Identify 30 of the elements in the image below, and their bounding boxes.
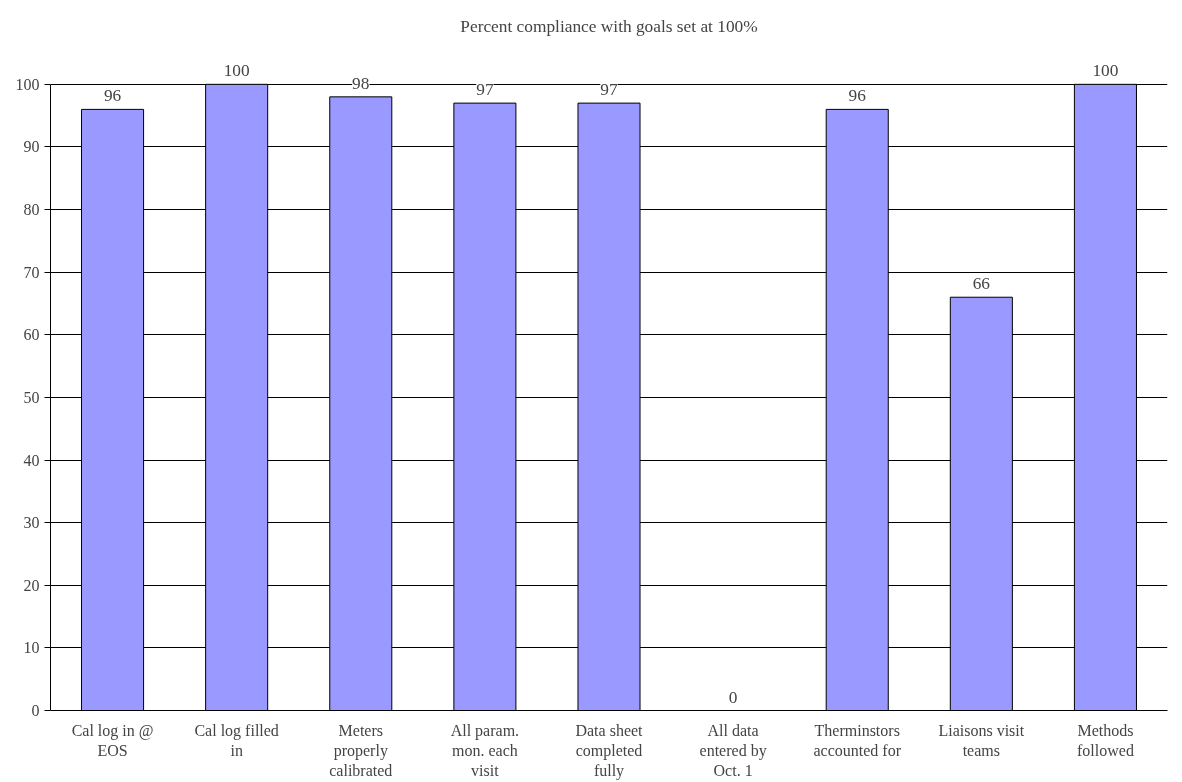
x-tick-label: Therminstors accounted for <box>813 721 902 759</box>
y-tick-label: 0 <box>31 702 40 719</box>
x-tick-label: All param. mon. each visit <box>450 721 520 780</box>
x-tick-label: Data sheet completed fully <box>575 721 644 781</box>
data-label: 100 <box>1092 61 1119 81</box>
y-tick-label: 50 <box>23 388 40 406</box>
x-tick-label: Cal log in @ EOS <box>71 721 154 759</box>
x-tick-label: Meters properly calibrated <box>329 721 393 780</box>
y-tick-label: 90 <box>23 138 40 156</box>
x-tick-label: Cal log filled in <box>194 721 279 759</box>
data-label: 96 <box>103 86 122 106</box>
data-label: 66 <box>972 274 991 294</box>
y-tick-label: 100 <box>15 75 40 93</box>
data-label: 98 <box>352 73 370 93</box>
y-tick-label: 80 <box>23 201 40 219</box>
chart-title: Percent compliance with goals set at 100% <box>460 16 758 36</box>
data-label: 100 <box>223 61 250 81</box>
data-label: 96 <box>848 86 867 106</box>
x-tick-label: Liaisons visit teams <box>938 721 1025 759</box>
y-tick-label: 40 <box>23 451 40 469</box>
y-tick-label: 60 <box>23 326 40 344</box>
data-label: 97 <box>600 80 618 100</box>
y-tick-label: 70 <box>23 263 40 281</box>
x-tick-label: Methods followed <box>1077 721 1134 759</box>
y-tick-label: 10 <box>23 639 40 657</box>
x-tick-label: All data entered by Oct. 1 <box>699 721 767 780</box>
y-tick-label: 30 <box>23 514 40 532</box>
data-label: 0 <box>728 687 738 707</box>
y-tick-label: 20 <box>23 576 40 594</box>
data-label: 97 <box>476 80 494 100</box>
